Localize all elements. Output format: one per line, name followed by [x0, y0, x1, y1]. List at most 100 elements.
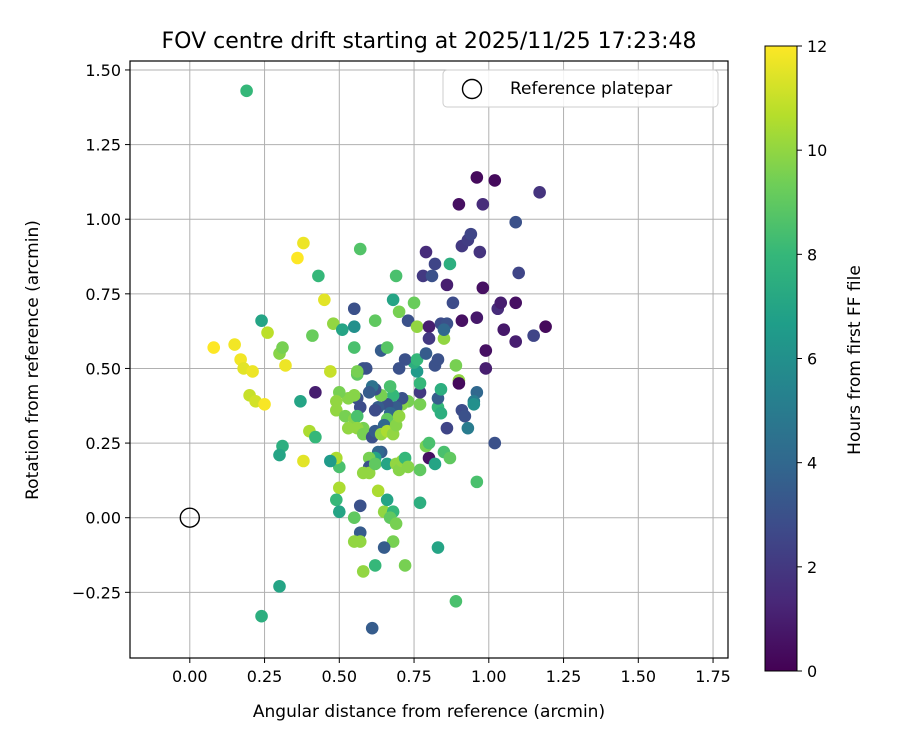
data-point [371, 484, 385, 498]
data-point [297, 454, 310, 468]
colorbar-tick-label: 12 [807, 37, 827, 56]
data-point [470, 311, 484, 325]
data-point [440, 421, 454, 435]
data-point [512, 266, 525, 280]
data-point [368, 403, 382, 417]
y-tick-label: 0.75 [85, 285, 121, 304]
x-tick-label: 0.75 [396, 667, 432, 686]
data-point [431, 541, 445, 554]
data-point [276, 341, 289, 354]
data-point [207, 341, 221, 354]
colorbar-tick-label: 0 [807, 662, 817, 681]
data-point [368, 457, 382, 471]
data-point [255, 314, 268, 327]
x-tick-label: 0.25 [247, 667, 283, 686]
data-point [347, 341, 361, 354]
y-tick-label: 0.00 [85, 509, 121, 528]
data-point [347, 535, 361, 548]
data-point [476, 197, 490, 211]
y-tick-label: 1.25 [85, 136, 121, 155]
data-point [509, 296, 523, 310]
data-point [386, 535, 400, 548]
data-point [258, 397, 271, 411]
data-point [452, 197, 466, 211]
x-tick-label: 1.00 [471, 667, 507, 686]
colorbar-tick-label: 6 [807, 350, 817, 369]
data-point [470, 171, 484, 184]
data-point [413, 386, 427, 399]
data-point [509, 215, 523, 229]
x-tick-label: 0.50 [321, 667, 357, 686]
data-point [488, 436, 502, 450]
data-point [443, 257, 457, 271]
data-point [422, 332, 436, 345]
data-point [458, 409, 472, 423]
colorbar-tick-label: 10 [807, 141, 827, 160]
data-point [309, 386, 322, 399]
data-point [330, 493, 343, 507]
x-tick-label: 1.75 [695, 667, 731, 686]
data-point [434, 406, 448, 420]
x-axis-ticks: 0.00 0.25 0.50 0.75 1.00 1.25 1.50 1.75 [172, 658, 731, 686]
data-point [255, 609, 268, 623]
data-point [407, 296, 421, 310]
data-point [368, 559, 382, 572]
y-axis-label: Rotation from reference (arcmin) [23, 220, 43, 500]
data-point [398, 353, 412, 366]
data-point [380, 493, 394, 507]
data-point [464, 227, 478, 241]
data-point [398, 559, 412, 572]
data-point [353, 499, 367, 513]
data-point [410, 353, 424, 366]
data-point [318, 293, 331, 307]
data-point [425, 269, 439, 283]
colorbar-label: Hours from first FF file [845, 265, 865, 455]
data-point [473, 245, 487, 259]
data-point [389, 517, 403, 530]
data-point [380, 341, 394, 354]
data-point [353, 526, 367, 539]
data-point [422, 320, 436, 333]
data-point [479, 362, 493, 375]
data-point [240, 84, 253, 98]
y-axis-ticks: −0.25 0.00 0.25 0.50 0.75 1.00 1.25 1.50 [72, 61, 130, 602]
x-tick-label: 1.50 [620, 667, 656, 686]
data-point [383, 380, 397, 393]
colorbar-tick-label: 2 [807, 558, 817, 577]
data-point [380, 457, 394, 471]
data-point [401, 460, 415, 474]
data-point [413, 496, 427, 510]
data-point [437, 323, 451, 336]
data-point [297, 236, 310, 250]
data-point [330, 403, 343, 417]
data-point [335, 323, 349, 336]
colorbar-tick-label: 4 [807, 454, 817, 473]
data-point [347, 320, 361, 333]
data-point [273, 448, 286, 462]
data-point [341, 421, 355, 435]
data-point [434, 383, 448, 396]
data-point [419, 245, 433, 259]
data-point [455, 314, 469, 327]
data-point [419, 347, 433, 360]
data-point [467, 397, 481, 411]
data-point [291, 251, 304, 265]
data-point [443, 451, 457, 465]
data-point [533, 186, 546, 199]
data-point [356, 565, 370, 578]
y-tick-label: 0.50 [85, 359, 121, 378]
legend: Reference platepar [442, 69, 719, 108]
y-tick-label: 1.50 [85, 61, 121, 80]
x-tick-label: 0.00 [172, 667, 208, 686]
data-point [437, 332, 451, 345]
data-point [341, 392, 355, 405]
data-point [327, 317, 340, 330]
data-point [324, 365, 337, 378]
data-point [494, 296, 508, 310]
data-point [333, 505, 346, 519]
reference-open-circle-marker [179, 507, 201, 528]
x-tick-label: 1.25 [546, 667, 582, 686]
data-point [422, 436, 436, 450]
data-point [449, 359, 463, 372]
